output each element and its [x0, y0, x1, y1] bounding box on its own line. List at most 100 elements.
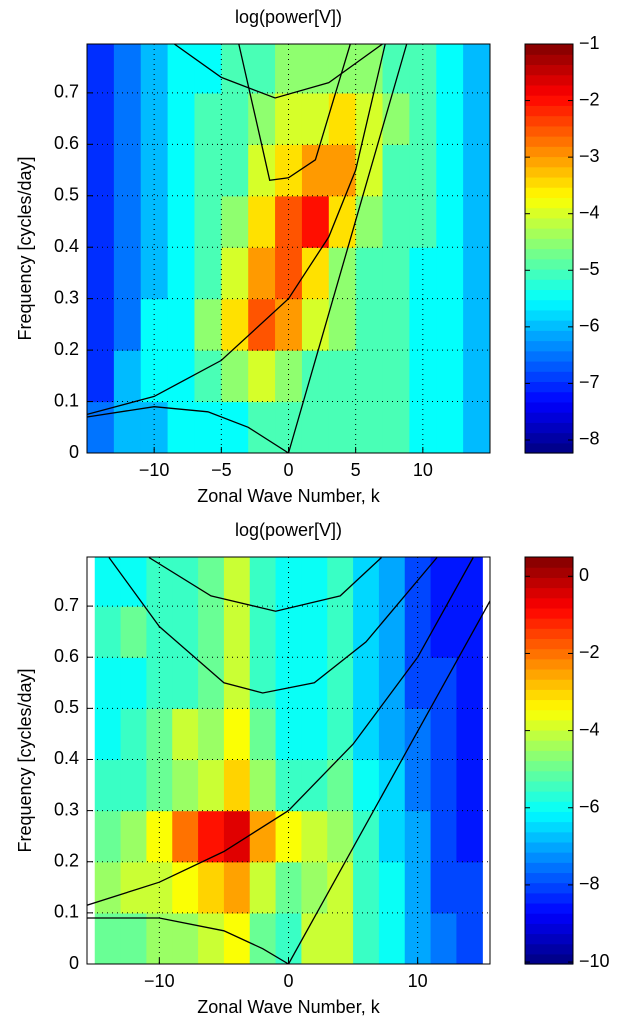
- colorbar-band: [525, 821, 573, 833]
- heat-cell: [353, 810, 380, 863]
- heat-cell: [167, 44, 196, 94]
- heat-cell: [223, 657, 251, 709]
- dispersion-curve: [238, 44, 351, 182]
- colorbar-band: [525, 689, 573, 701]
- heat-cell: [120, 657, 148, 709]
- colorbar-band: [525, 913, 573, 924]
- heat-cell: [248, 92, 276, 145]
- heat-cell: [94, 912, 122, 964]
- heat-cell: [409, 350, 437, 403]
- heat-cell: [194, 247, 222, 300]
- x-axis-label: Zonal Wave Number, k: [197, 997, 380, 1017]
- heat-cell: [221, 247, 249, 300]
- heat-cell: [198, 708, 225, 761]
- colorbar-band: [525, 679, 573, 690]
- colorbar-band: [525, 166, 573, 178]
- heat-cell: [275, 350, 303, 403]
- colorbar-band: [525, 770, 573, 782]
- colorbar-band: [525, 811, 573, 823]
- x-tick-label: 10: [413, 460, 433, 480]
- heat-cell: [404, 557, 432, 607]
- y-tick-label: 0: [69, 953, 79, 973]
- colorbar-band: [525, 923, 573, 935]
- heat-cell: [172, 657, 199, 709]
- y-tick-label: 0.4: [54, 236, 79, 256]
- heat-cell: [463, 44, 490, 94]
- colorbar-band: [525, 350, 573, 362]
- colorbar-band: [525, 577, 573, 589]
- colorbar-band: [525, 248, 573, 260]
- colorbar-band: [525, 442, 573, 454]
- colorbar-band: [525, 54, 573, 66]
- colorbar-band: [525, 268, 573, 280]
- colorbar-band: [525, 279, 573, 290]
- heat-cell: [167, 298, 196, 351]
- heat-cell: [353, 708, 380, 761]
- heat-cell: [249, 912, 277, 964]
- heat-cell: [94, 759, 122, 812]
- heat-cell: [248, 247, 276, 300]
- heat-cell: [463, 298, 490, 351]
- colorbar-band: [525, 412, 573, 423]
- heat-cell: [249, 708, 277, 761]
- heat-cell: [275, 557, 303, 607]
- y-tick-label: 0.1: [54, 390, 79, 410]
- heat-cell: [436, 350, 464, 403]
- heat-cell: [327, 912, 354, 964]
- dispersion-curve: [108, 557, 438, 694]
- heat-cell: [198, 606, 225, 658]
- heat-cell: [140, 144, 169, 197]
- heat-cell: [430, 606, 458, 658]
- heat-cell: [120, 912, 148, 964]
- heat-cell: [301, 861, 328, 914]
- heat-cell: [382, 144, 410, 197]
- heat-cell: [301, 92, 330, 145]
- heat-cell: [409, 247, 437, 300]
- heat-cell: [378, 606, 406, 658]
- colorbar-band: [525, 258, 573, 270]
- colorbar-band: [525, 330, 573, 342]
- heat-cell: [172, 912, 199, 964]
- heat-cell: [249, 606, 277, 658]
- colorbar-band: [525, 207, 573, 219]
- heat-cell: [94, 557, 122, 607]
- colorbar-band: [525, 882, 573, 894]
- heat-cell: [328, 247, 357, 300]
- x-tick-label: 0: [283, 971, 293, 991]
- heat-cell: [167, 92, 196, 145]
- heat-cell: [113, 44, 142, 94]
- colorbar-band: [525, 638, 573, 650]
- heat-cell: [382, 350, 410, 403]
- heat-cell: [301, 144, 330, 197]
- heat-cell: [120, 759, 148, 812]
- heat-cell: [275, 912, 303, 964]
- colorbar-tick-label: 0: [579, 565, 589, 585]
- colorbar-band: [525, 146, 573, 158]
- heat-cell: [353, 557, 380, 607]
- heat-cell: [140, 92, 169, 145]
- heat-cell: [456, 912, 483, 964]
- heat-cell: [409, 92, 437, 145]
- chart-title: log(power[V]): [235, 520, 342, 540]
- colorbar-tick-label: −5: [579, 259, 600, 279]
- colorbar-band: [525, 115, 573, 127]
- colorbar-band: [525, 371, 573, 383]
- colorbar-tick-label: −7: [579, 372, 600, 392]
- colorbar-band: [525, 607, 573, 619]
- colorbar-tick-label: −6: [579, 797, 600, 817]
- heat-cell: [404, 708, 432, 761]
- colorbar-band: [525, 228, 573, 239]
- heat-cell: [223, 557, 251, 607]
- colorbar-band: [525, 299, 573, 311]
- heat-cell: [172, 708, 199, 761]
- heat-cell: [463, 401, 490, 453]
- colorbar-band: [525, 597, 573, 609]
- y-axis-label: Frequency [cycles/day]: [15, 668, 35, 852]
- heat-cell: [382, 92, 410, 145]
- colorbar-band: [525, 136, 573, 147]
- x-tick-label: −10: [139, 460, 170, 480]
- axes-frame: [86, 556, 491, 965]
- heat-cell: [87, 298, 115, 351]
- heat-cell: [120, 708, 148, 761]
- heat-cell: [355, 44, 384, 94]
